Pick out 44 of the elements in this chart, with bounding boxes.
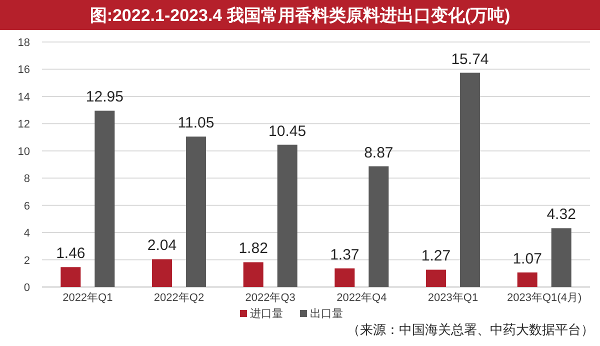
y-tick-label: 4 — [24, 228, 30, 240]
bar — [94, 110, 115, 287]
text: （来源：中国海关总署、中药大数据平台） — [347, 323, 594, 338]
chart-title: 图:2022.1-2023.4 我国常用香料类原料进出口变化(万吨) — [90, 6, 510, 25]
legend-label: 出口量 — [310, 307, 343, 320]
y-tick-label: 16 — [18, 64, 30, 76]
y-tick-label: 6 — [24, 200, 30, 212]
y-tick-label: 2 — [24, 254, 30, 267]
legend-label: 进口量 — [250, 307, 283, 320]
bar — [426, 270, 446, 287]
y-tick-label: 18 — [18, 37, 30, 49]
y-tick-label: 8 — [24, 173, 30, 186]
data-label: 1.46 — [56, 245, 86, 262]
x-tick-label: 2022年Q4 — [336, 292, 387, 304]
y-tick-label: 12 — [18, 118, 30, 131]
bar — [460, 72, 480, 287]
data-label: 11.05 — [178, 114, 214, 132]
data-label: 8.87 — [364, 144, 394, 162]
x-tick-label: 2022年Q2 — [154, 292, 204, 304]
data-label: 1.37 — [330, 246, 360, 264]
data-label: 12.95 — [86, 88, 124, 106]
bar — [243, 262, 264, 287]
bar — [186, 136, 206, 287]
x-tick-label: 2023年Q1 — [428, 292, 478, 304]
bar — [551, 228, 572, 287]
bar — [368, 166, 389, 287]
data-label: 15.74 — [451, 50, 489, 68]
y-tick-label: 10 — [18, 146, 30, 158]
y-tick-label: 14 — [18, 91, 30, 104]
bar — [517, 272, 538, 287]
bar — [152, 259, 172, 287]
data-label: 4.32 — [546, 206, 576, 224]
bar — [60, 267, 81, 287]
data-label: 1.82 — [238, 240, 268, 258]
bar — [334, 268, 355, 287]
data-label: 1.07 — [512, 250, 542, 268]
data-label: 2.04 — [147, 237, 177, 254]
x-tick-label: 2023年Q1(4月) — [507, 292, 582, 304]
bar — [277, 144, 298, 287]
y-tick-label: 0 — [24, 282, 30, 294]
data-label: 10.45 — [268, 122, 306, 140]
x-tick-label: 2022年Q3 — [245, 292, 296, 304]
x-tick-label: 2022年Q1 — [62, 292, 113, 304]
data-label: 1.27 — [421, 248, 451, 265]
